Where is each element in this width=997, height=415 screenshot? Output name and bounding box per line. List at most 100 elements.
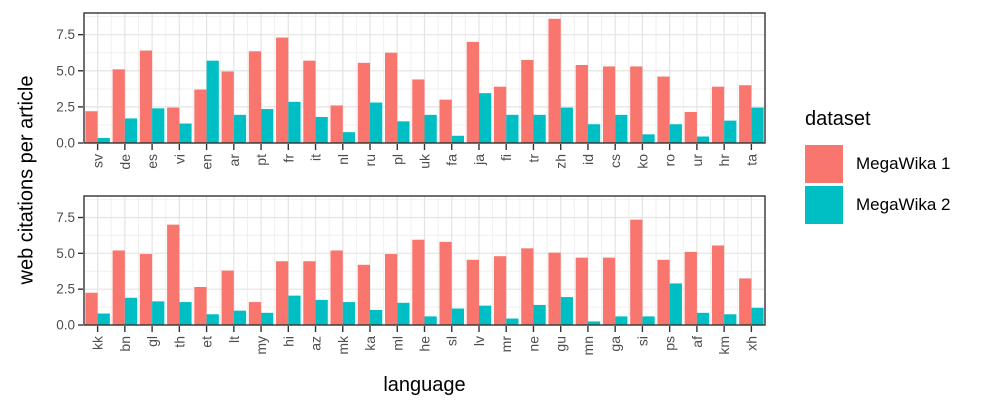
bar-megawika-1-bn — [112, 250, 125, 325]
bar-megawika-1-es — [139, 50, 153, 143]
bar-megawika-1-it — [303, 60, 316, 143]
bar-megawika-2-ps — [669, 283, 682, 325]
bar-megawika-2-en — [206, 60, 219, 143]
bar-megawika-1-et — [194, 287, 207, 325]
bar-megawika-1-fr — [276, 37, 289, 143]
bar-megawika-2-ga — [615, 316, 628, 325]
bar-megawika-2-ka — [370, 309, 383, 325]
x-tick-label: lt — [226, 336, 242, 343]
bar-megawika-1-xh — [739, 278, 752, 325]
x-tick-label: de — [117, 154, 133, 170]
x-tick-label: mk — [335, 335, 351, 355]
x-tick-label: hi — [280, 336, 296, 347]
x-tick-label: ar — [226, 154, 242, 167]
bar-megawika-2-ar — [233, 114, 247, 143]
x-tick-label: ka — [362, 336, 378, 351]
x-tick-label: es — [144, 154, 160, 169]
x-tick-label: fa — [444, 154, 460, 166]
bar-megawika-1-my — [248, 302, 262, 325]
x-tick-label: sv — [90, 154, 106, 168]
x-tick-label: ga — [607, 336, 623, 352]
x-tick-label: ja — [471, 154, 487, 166]
x-tick-label: nl — [335, 154, 351, 165]
panel-top: 0.0 2.5 5.0 7.5 sv de es vi en ar pt fr it nl ru pl uk fa… — [56, 12, 766, 170]
bar-megawika-2-ko — [642, 134, 655, 143]
bar-megawika-1-pt — [248, 51, 262, 143]
bar-megawika-2-gu — [560, 297, 573, 325]
bar-megawika-1-ur — [684, 111, 697, 143]
bar-megawika-1-gu — [548, 252, 561, 325]
bar-megawika-1-ka — [357, 264, 371, 325]
x-tick-label: bn — [117, 336, 133, 352]
bar-megawika-1-ja — [466, 41, 479, 144]
bar-megawika-2-fa — [451, 135, 464, 143]
bar-megawika-1-id — [575, 65, 588, 143]
bar-megawika-2-cs — [615, 114, 628, 143]
panel-bottom: 0.0 2.5 5.0 7.5 kk bn gl th et lt my hi az mk ka ml he sl… — [56, 195, 766, 355]
bar-megawika-2-bn — [124, 297, 138, 325]
x-tick-label: fi — [498, 154, 514, 161]
x-tick-label: pl — [389, 154, 405, 165]
bar-megawika-1-pl — [385, 52, 398, 143]
x-tick-label: zh — [553, 154, 569, 169]
x-tick-label: az — [308, 336, 324, 351]
x-tick-label: my — [253, 336, 269, 355]
x-tick-label: ro — [662, 154, 678, 167]
bar-megawika-2-pt — [261, 109, 274, 143]
bar-megawika-2-ne — [533, 304, 546, 325]
legend-item: MegaWika 1 — [805, 145, 950, 183]
bar-megawika-1-he — [412, 239, 425, 325]
bar-megawika-2-sl — [451, 308, 464, 325]
bar-megawika-1-mr — [493, 256, 507, 325]
x-tick-label: km — [716, 336, 732, 355]
x-tick-label: tr — [525, 154, 541, 163]
bar-megawika-2-fi — [506, 114, 519, 143]
bar-megawika-1-de — [112, 69, 125, 143]
bar-megawika-2-et — [206, 314, 219, 325]
x-tick-label: en — [199, 154, 215, 170]
y-tick-label: 7.5 — [56, 210, 75, 225]
bar-megawika-1-sl — [439, 241, 452, 325]
legend-item: MegaWika 2 — [805, 186, 950, 224]
bar-megawika-2-es — [152, 108, 165, 143]
y-tick-label: 0.0 — [56, 318, 75, 333]
bar-megawika-1-ro — [657, 76, 670, 143]
bar-megawika-2-hi — [288, 295, 301, 325]
x-tick-label: id — [580, 154, 596, 165]
x-tick-label: it — [308, 154, 324, 161]
bar-megawika-1-th — [167, 224, 180, 325]
bar-megawika-1-fa — [439, 99, 452, 143]
x-tick-label: si — [634, 336, 650, 346]
x-tick-label: ps — [662, 336, 678, 351]
bar-megawika-2-my — [261, 312, 274, 325]
bar-megawika-1-uk — [412, 79, 425, 143]
y-tick-label: 7.5 — [56, 27, 75, 42]
y-axis-title: web citations per article — [15, 75, 38, 285]
bar-megawika-1-az — [303, 261, 316, 325]
y-tick-label: 2.5 — [56, 282, 75, 297]
x-tick-label: kk — [90, 335, 106, 350]
bar-megawika-2-xh — [751, 307, 764, 325]
bar-megawika-1-km — [711, 245, 725, 325]
bar-megawika-1-lv — [466, 259, 479, 325]
bar-megawika-2-af — [696, 312, 710, 325]
bar-megawika-2-nl — [342, 132, 356, 143]
bar-megawika-2-ur — [696, 136, 710, 143]
bar-megawika-1-ml — [385, 254, 398, 325]
bar-megawika-1-kk — [85, 292, 98, 325]
y-tick-label: 0.0 — [56, 136, 75, 151]
x-tick-label: ru — [362, 154, 378, 166]
bar-megawika-2-it — [315, 117, 328, 143]
x-tick-label: ur — [689, 154, 705, 167]
bar-megawika-2-vi — [179, 123, 192, 143]
bar-megawika-1-lt — [221, 270, 234, 325]
bar-megawika-2-pl — [397, 121, 410, 143]
x-tick-label: th — [171, 336, 187, 348]
y-tick-label: 2.5 — [56, 99, 75, 114]
bar-megawika-2-zh — [560, 107, 573, 143]
legend-swatch-megawika-1 — [805, 145, 843, 183]
x-tick-label: ko — [634, 154, 650, 169]
bar-megawika-1-ar — [221, 71, 234, 143]
bar-megawika-2-hr — [724, 120, 737, 143]
